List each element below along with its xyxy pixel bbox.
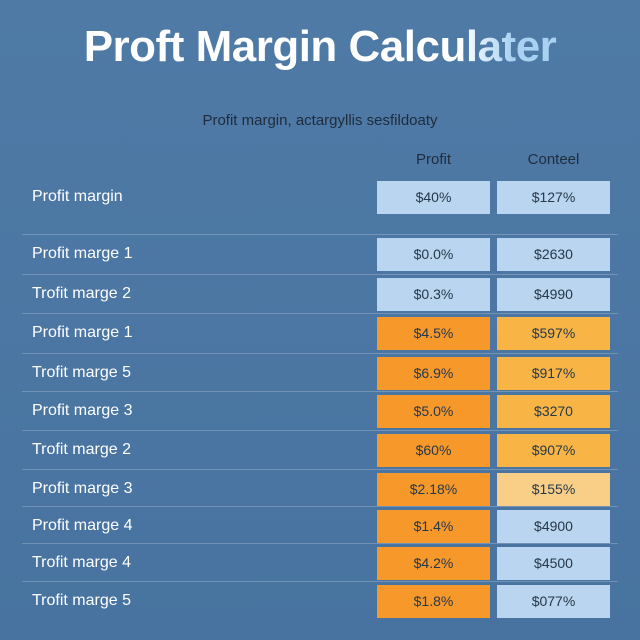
row-label: Profit margin: [32, 188, 123, 205]
value-cell: $2630: [497, 238, 610, 271]
value-cell: $5.0%: [377, 395, 490, 428]
value-cell: $0.0%: [377, 238, 490, 271]
row-label: Trofit marge 2: [32, 441, 131, 458]
row-label: Trofit marge 2: [32, 285, 131, 302]
column-header: Conteel: [527, 151, 580, 168]
value-cell: $1.8%: [377, 585, 490, 618]
value-cell: $597%: [497, 317, 610, 350]
subtitle: Profit margin, actargyllis sesfildoaty: [202, 112, 438, 129]
row-divider: [22, 274, 618, 275]
value-cell: $155%: [497, 473, 610, 506]
row-divider: [22, 581, 618, 582]
value-cell: $127%: [497, 181, 610, 214]
row-label: Profit marge 1: [32, 324, 133, 341]
row-label: Profit marge 3: [32, 402, 133, 419]
row-divider: [22, 391, 618, 392]
value-cell: $4.5%: [377, 317, 490, 350]
value-cell: $2.18%: [377, 473, 490, 506]
value-cell: $1.4%: [377, 510, 490, 543]
value-cell: $6.9%: [377, 357, 490, 390]
value-cell: $4990: [497, 278, 610, 311]
row-divider: [22, 313, 618, 314]
row-label: Profit marge 4: [32, 517, 133, 534]
value-cell: $3270: [497, 395, 610, 428]
row-label: Profit marge 1: [32, 245, 133, 262]
value-cell: $40%: [377, 181, 490, 214]
row-divider: [22, 543, 618, 544]
row-divider: [22, 430, 618, 431]
title: Proft Margin Calculater: [0, 22, 640, 72]
row-label: Trofit marge 5: [32, 592, 131, 609]
value-cell: $4.2%: [377, 547, 490, 580]
row-divider: [22, 234, 618, 235]
row-divider: [22, 353, 618, 354]
row-label: Trofit marge 5: [32, 364, 131, 381]
value-cell: $907%: [497, 434, 610, 467]
value-cell: $60%: [377, 434, 490, 467]
row-label: Trofit marge 4: [32, 554, 131, 571]
value-cell: $0.3%: [377, 278, 490, 311]
row-label: Profit marge 3: [32, 480, 133, 497]
row-divider: [22, 469, 618, 470]
row-divider: [22, 506, 618, 507]
value-cell: $917%: [497, 357, 610, 390]
value-cell: $4500: [497, 547, 610, 580]
column-header: Profit: [415, 151, 451, 168]
value-cell: $077%: [497, 585, 610, 618]
value-cell: $4900: [497, 510, 610, 543]
